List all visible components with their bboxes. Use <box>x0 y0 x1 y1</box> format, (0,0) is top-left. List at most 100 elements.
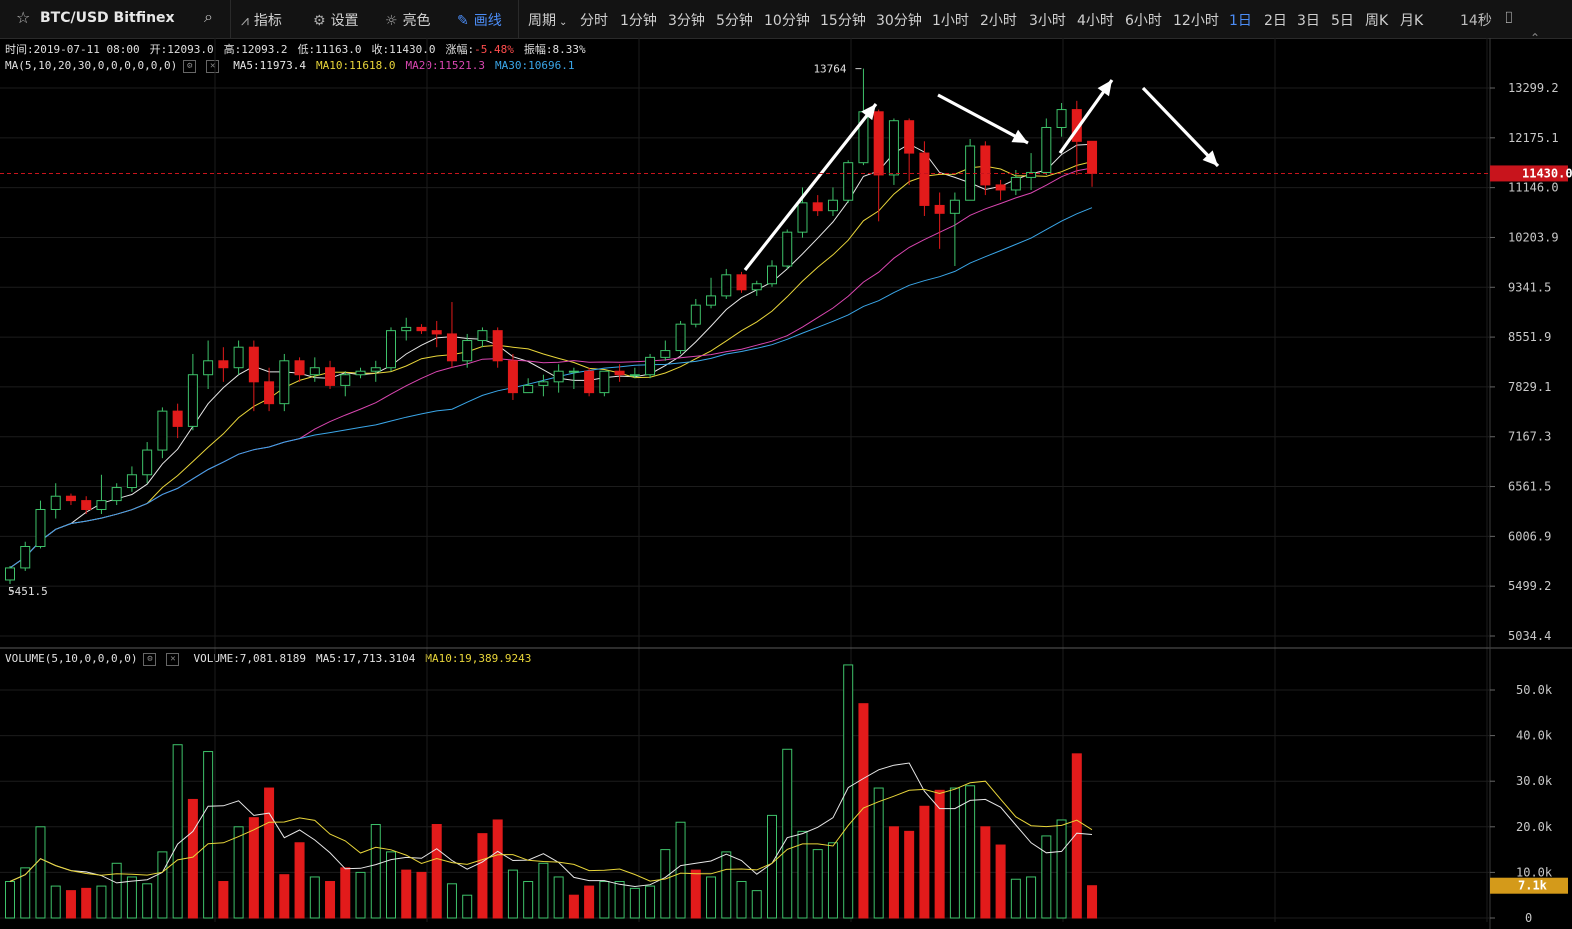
ohlc-info: 时间:2019-07-11 08:00 开:12093.0 高:12093.2 低:1… <box>5 41 596 57</box>
timeframe-5[interactable]: 15分钟 <box>820 13 866 29</box>
vol-ma5-line <box>9 762 1093 888</box>
candle-body <box>50 495 61 510</box>
timeframe-0[interactable]: 分时 <box>580 13 608 29</box>
timeframe-6[interactable]: 30分钟 <box>876 13 922 29</box>
price-tick-label: 12175.1 <box>1508 131 1559 145</box>
trend-arrow-1 <box>743 103 878 271</box>
chevron-down-icon: ⌄ <box>559 17 568 28</box>
candle-body <box>340 374 351 386</box>
vol-ma5-value: MA5:17,713.3104 <box>316 652 416 665</box>
timeframe-15[interactable]: 3日 <box>1297 13 1320 29</box>
volume-bar <box>1041 835 1052 919</box>
volume-bar <box>203 751 214 919</box>
indicators-button[interactable]: ⩘ 指标 <box>241 10 282 30</box>
timeframe-12[interactable]: 12小时 <box>1173 13 1219 29</box>
candle-body <box>827 199 838 212</box>
vol-settings-icon[interactable]: ⚙ <box>143 652 157 666</box>
timeframe-3[interactable]: 5分钟 <box>716 13 753 29</box>
timeframe-14[interactable]: 2日 <box>1264 13 1287 29</box>
volume-bar <box>797 830 808 919</box>
volume-bar <box>645 885 656 919</box>
timeframe-9[interactable]: 3小时 <box>1029 13 1066 29</box>
ma-close-icon[interactable]: ✕ <box>206 59 220 73</box>
price-tick-label: 10203.9 <box>1508 230 1559 244</box>
volume-bar <box>843 664 854 919</box>
vol-legend: VOLUME(5,10,0,0,0,0) <box>5 652 138 665</box>
volume-bar <box>736 881 747 919</box>
candle-body <box>416 326 427 332</box>
price-tick-label: 5499.2 <box>1508 579 1551 593</box>
volume-bar <box>416 871 427 919</box>
timeframe-10[interactable]: 4小时 <box>1077 13 1114 29</box>
volume-tick-label: 20.0k <box>1516 820 1553 834</box>
info-close: 收:11430.0 <box>371 43 436 56</box>
volume-bar <box>934 789 945 919</box>
volume-tick-label: 10.0k <box>1516 865 1553 879</box>
timeframe-7[interactable]: 1小时 <box>932 13 969 29</box>
sun-icon: ☼ <box>385 13 398 29</box>
candle-body <box>904 120 915 154</box>
volume-bar <box>812 849 823 919</box>
vol-close-icon[interactable]: ✕ <box>166 652 180 666</box>
timeframe-4[interactable]: 10分钟 <box>764 13 810 29</box>
trend-arrow-4 <box>1141 86 1220 168</box>
chart-collapse-icon[interactable]: ⌃ <box>1530 31 1541 45</box>
period-dropdown[interactable]: 周期 ⌄ <box>528 10 567 30</box>
candle-body <box>126 474 137 489</box>
camera-icon[interactable]: ⌷ <box>1504 8 1514 27</box>
candle-body <box>873 111 884 176</box>
volume-bar <box>279 874 290 919</box>
volume-bar <box>1056 819 1067 919</box>
search-icon[interactable]: ⌕ <box>204 7 213 26</box>
ma-legend: MA(5,10,20,30,0,0,0,0,0,0) <box>5 59 178 72</box>
trend-arrow-4-head <box>1202 150 1218 166</box>
info-amplitude: 振幅:8.33% <box>523 43 586 56</box>
candle-body <box>81 500 92 510</box>
candle-body <box>1026 171 1037 178</box>
volume-bar <box>888 826 899 919</box>
star-icon[interactable]: ☆ <box>16 8 31 27</box>
candle-body <box>507 360 518 394</box>
draw-button[interactable]: ✎ 画线 <box>457 10 502 30</box>
volume-bar <box>949 787 960 919</box>
volume-bar <box>172 744 183 919</box>
candle-body <box>721 274 732 297</box>
timeframe-8[interactable]: 2小时 <box>980 13 1017 29</box>
timeframe-16[interactable]: 5日 <box>1331 13 1354 29</box>
volume-bar <box>126 876 137 919</box>
volume-bar <box>20 867 31 919</box>
volume-bar <box>904 830 915 919</box>
candle-body <box>736 274 747 291</box>
candle-body <box>218 360 229 369</box>
timeframe-11[interactable]: 6小时 <box>1125 13 1162 29</box>
candle-body <box>751 283 762 291</box>
timeframe-13[interactable]: 1日 <box>1229 13 1252 29</box>
settings-button[interactable]: ⚙ 设置 <box>313 10 359 30</box>
candle-body <box>477 330 488 342</box>
toolbar-divider <box>518 0 519 38</box>
volume-bar <box>523 881 534 919</box>
volume-tick-label: 30.0k <box>1516 774 1553 788</box>
volume-bar <box>767 814 777 919</box>
info-high: 高:12093.2 <box>223 43 288 56</box>
info-change: 涨幅:-5.48% <box>446 43 514 56</box>
candle-body <box>401 326 412 332</box>
current-price-tag <box>1490 165 1568 182</box>
ma10-line <box>9 161 1093 569</box>
volume-bar <box>157 851 168 919</box>
candle-body <box>264 381 275 405</box>
symbol-selector[interactable]: ☆ BTC/USD Bitfinex ⌕ <box>0 0 231 38</box>
ma-settings-icon[interactable]: ⚙ <box>183 59 197 73</box>
timeframe-18[interactable]: 月K <box>1400 13 1424 29</box>
candle-body <box>599 370 610 394</box>
volume-bar <box>50 885 61 919</box>
price-tick-label: 8551.9 <box>1508 330 1551 344</box>
candle-body <box>325 367 336 386</box>
theme-button[interactable]: ☼ 亮色 <box>385 10 431 30</box>
timeframe-2[interactable]: 3分钟 <box>668 13 705 29</box>
timeframe-17[interactable]: 周K <box>1365 13 1389 29</box>
candle-body <box>797 202 808 233</box>
timeframe-1[interactable]: 1分钟 <box>620 13 657 29</box>
candle-body <box>1041 126 1052 173</box>
price-chart[interactable]: 13764 5451.5 13299.2 12175.1 11146.0 10203.9… <box>0 38 1572 929</box>
